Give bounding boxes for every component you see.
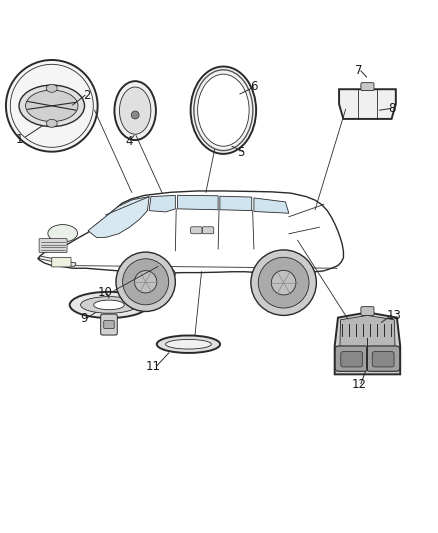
PathPatch shape <box>340 316 395 370</box>
Ellipse shape <box>25 90 78 122</box>
Ellipse shape <box>48 224 78 242</box>
FancyBboxPatch shape <box>341 352 363 367</box>
Ellipse shape <box>157 335 220 353</box>
Text: 13: 13 <box>386 309 401 322</box>
Ellipse shape <box>166 340 212 349</box>
Text: 9: 9 <box>80 312 88 325</box>
Ellipse shape <box>119 263 175 285</box>
Polygon shape <box>39 256 76 266</box>
FancyBboxPatch shape <box>202 227 214 234</box>
Text: 2: 2 <box>83 89 91 102</box>
FancyBboxPatch shape <box>191 227 202 234</box>
Polygon shape <box>254 198 289 213</box>
PathPatch shape <box>339 89 396 119</box>
Ellipse shape <box>46 119 57 127</box>
Ellipse shape <box>114 81 156 140</box>
Polygon shape <box>149 195 175 212</box>
Ellipse shape <box>6 60 98 152</box>
FancyBboxPatch shape <box>39 239 67 253</box>
FancyBboxPatch shape <box>361 306 374 316</box>
Ellipse shape <box>19 85 85 126</box>
Text: 11: 11 <box>146 360 161 374</box>
Ellipse shape <box>191 67 256 154</box>
Ellipse shape <box>81 297 138 313</box>
FancyBboxPatch shape <box>335 346 368 372</box>
Ellipse shape <box>251 250 316 316</box>
Ellipse shape <box>46 84 57 92</box>
Ellipse shape <box>134 271 157 293</box>
Text: 5: 5 <box>237 147 244 159</box>
FancyBboxPatch shape <box>104 321 114 328</box>
Ellipse shape <box>116 252 175 311</box>
Ellipse shape <box>271 270 296 295</box>
FancyBboxPatch shape <box>361 83 374 91</box>
Text: 1: 1 <box>15 133 23 147</box>
Ellipse shape <box>131 111 139 119</box>
Polygon shape <box>177 195 218 210</box>
Ellipse shape <box>198 74 249 146</box>
Ellipse shape <box>123 259 169 305</box>
PathPatch shape <box>335 312 400 374</box>
Text: 4: 4 <box>126 135 133 148</box>
FancyBboxPatch shape <box>372 352 394 367</box>
Polygon shape <box>88 197 149 238</box>
Polygon shape <box>220 196 252 211</box>
Ellipse shape <box>258 257 309 308</box>
Ellipse shape <box>94 300 124 310</box>
Text: 7: 7 <box>355 63 363 77</box>
Ellipse shape <box>70 292 148 318</box>
FancyBboxPatch shape <box>52 257 71 267</box>
Text: 12: 12 <box>351 378 366 391</box>
Ellipse shape <box>120 87 151 134</box>
FancyBboxPatch shape <box>101 314 117 335</box>
Polygon shape <box>38 191 343 275</box>
Text: 8: 8 <box>388 102 395 115</box>
FancyBboxPatch shape <box>367 346 400 372</box>
Text: 10: 10 <box>98 286 113 299</box>
Text: 6: 6 <box>250 80 258 93</box>
Ellipse shape <box>252 263 315 285</box>
